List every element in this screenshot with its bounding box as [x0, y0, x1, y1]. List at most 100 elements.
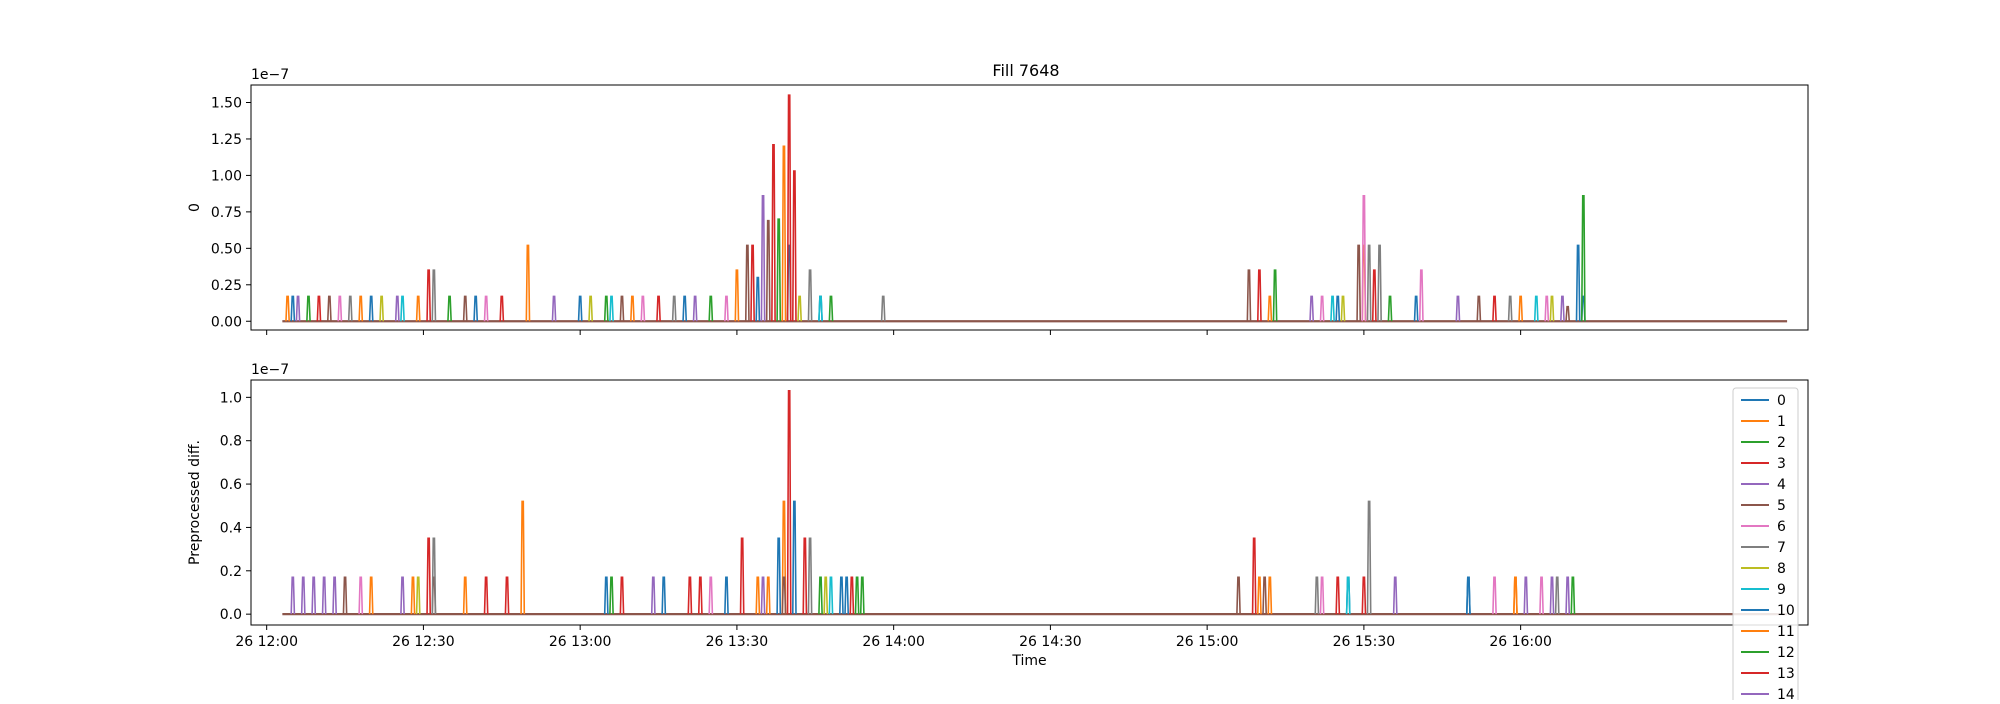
series-2-spike [603, 295, 609, 322]
series-3-spike [1256, 269, 1262, 322]
series-8-spike [1549, 295, 1555, 322]
series-4-spike [1455, 295, 1461, 322]
series-1-spike [734, 269, 740, 322]
series-2-spike [306, 295, 311, 322]
series-6-spike [1361, 195, 1367, 322]
y-tick-label: 0.0 [220, 607, 242, 623]
series-5-spike [326, 295, 332, 322]
series-7-spike [1554, 576, 1560, 615]
y-tick-label: 1.00 [211, 168, 242, 184]
x-tick-label: 26 13:00 [549, 634, 612, 650]
legend-entry: 7 [1777, 540, 1786, 556]
series-3-spike [786, 94, 792, 322]
series-5-spike [1246, 269, 1252, 322]
y-axis-label: Preprocessed diff. [187, 440, 203, 565]
y-tick-label: 1.50 [211, 96, 242, 112]
series-6-spike [1319, 295, 1325, 322]
series-4-spike [760, 576, 766, 615]
series-4-spike [300, 576, 306, 615]
y-tick-label: 1.0 [220, 390, 242, 406]
series-6-spike [1544, 295, 1550, 322]
series-3-spike [1492, 295, 1497, 322]
series-7-spike [880, 295, 886, 322]
series-3-spike [316, 295, 322, 322]
series-6-spike [724, 295, 729, 322]
series-6-spike [1418, 269, 1424, 322]
series-2-spike [609, 576, 614, 615]
series-3-spike [739, 537, 745, 615]
series-9-spike [818, 295, 823, 322]
series-1-spike [358, 295, 364, 322]
series-1-spike [1518, 295, 1524, 322]
series-6-spike [1492, 576, 1497, 615]
legend-entry: 3 [1777, 456, 1786, 472]
legend-entry: 10 [1777, 603, 1795, 619]
series-4-spike [400, 576, 405, 615]
series-7-spike [347, 295, 353, 322]
series-4-spike [290, 576, 296, 615]
offset-text: 1e−7 [251, 362, 289, 378]
series-5-spike [342, 576, 348, 615]
series-0-spike [290, 295, 296, 322]
series-7-spike [1366, 500, 1372, 615]
series-6-spike [1319, 576, 1325, 615]
offset-text: 1e−7 [251, 67, 289, 83]
series-4-spike [551, 295, 557, 322]
legend-entry: 1 [1777, 414, 1786, 430]
series-5-spike [619, 295, 625, 322]
series-7-spike [1377, 244, 1382, 322]
y-tick-label: 1.25 [211, 132, 242, 148]
top-axes: 0.00 0.25 0.50 0.75 1.00 1.25 1.50 1e−7 0 [187, 67, 1809, 335]
series-5-spike [462, 295, 468, 322]
series-3-spike [426, 537, 432, 615]
series-12-spike [859, 576, 865, 615]
series-8-spike [797, 295, 803, 322]
series-2-spike [776, 218, 782, 322]
series-4-spike [692, 295, 698, 322]
legend-entry: 12 [1777, 645, 1795, 661]
series-0-spike [839, 576, 844, 615]
series-0-spike [791, 500, 797, 615]
series-7-spike [807, 537, 813, 615]
series-2-spike [1580, 195, 1586, 322]
series-9-spike [1533, 295, 1539, 322]
series-5-spike [1476, 295, 1482, 322]
series-4-spike [295, 295, 301, 322]
series-3-spike [791, 170, 797, 322]
series-2-spike [854, 576, 860, 615]
series-0-spike [776, 537, 782, 615]
series-0-spike [1575, 244, 1581, 322]
series-7-spike [1366, 244, 1372, 322]
series-9-spike [609, 295, 614, 322]
y-tick-label: 0.25 [211, 278, 242, 294]
series-3-spike [483, 576, 489, 615]
series-4-spike [760, 195, 766, 322]
series-10-spike [1465, 576, 1471, 615]
series-4-spike [394, 295, 400, 322]
series-11-spike [368, 576, 374, 615]
series-2-spike [708, 295, 714, 322]
series-1-spike [285, 295, 290, 322]
series-1-spike [415, 295, 421, 322]
series-9-spike [400, 295, 405, 322]
series-6-spike [1539, 576, 1544, 615]
series-8-spike [1340, 295, 1346, 322]
axes-frame [250, 379, 1809, 626]
legend-entry: 9 [1777, 582, 1786, 598]
series-1-spike [462, 576, 468, 615]
series-13-spike [504, 576, 510, 615]
series-11-spike [1267, 576, 1273, 615]
series-0-spike [661, 576, 667, 615]
series-8-spike [379, 295, 385, 322]
series-7-spike [807, 269, 813, 322]
series-4-spike [1565, 576, 1571, 615]
legend-entry: 0 [1777, 393, 1786, 409]
series-13-spike [697, 576, 703, 615]
series-5-spike [765, 219, 771, 322]
series-7-spike [431, 269, 437, 322]
y-axis-label: 0 [187, 203, 203, 212]
series-3-spike [771, 143, 776, 322]
series-1-spike [1256, 576, 1262, 615]
